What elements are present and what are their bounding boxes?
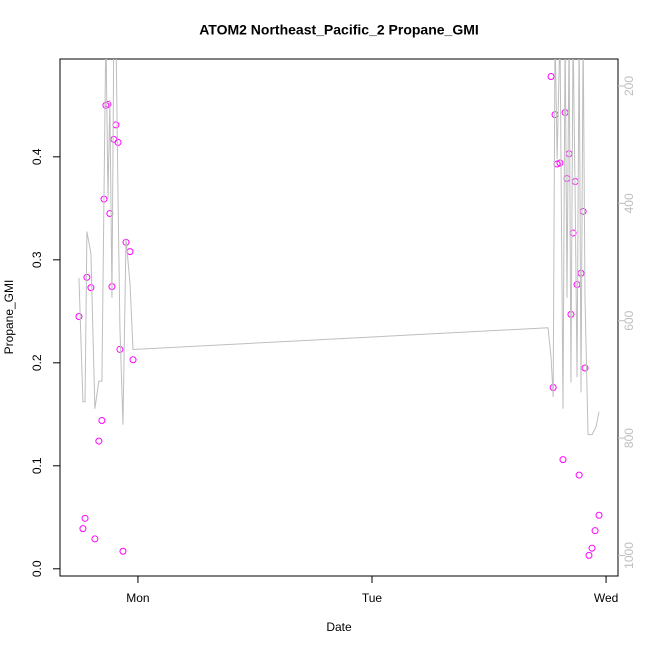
y2-tick-label: 1000: [622, 542, 636, 569]
x-axis-title: Date: [326, 620, 352, 634]
y-tick-label: 0.2: [30, 354, 44, 371]
plot-box: [59, 58, 619, 577]
point: [114, 138, 122, 146]
x-tick-label: Mon: [126, 591, 149, 605]
y-tick-label: 0.0: [30, 560, 44, 577]
point: [575, 471, 583, 479]
y-tick-label: 0.3: [30, 251, 44, 268]
point: [91, 535, 99, 543]
point: [547, 73, 555, 81]
y-tick-label: 0.1: [30, 457, 44, 474]
chart-title: ATOM2 Northeast_Pacific_2 Propane_GMI: [199, 22, 479, 38]
point: [95, 437, 103, 445]
point: [75, 312, 83, 320]
plot-area: [75, 59, 603, 559]
y-axis-title: Propane_GMI: [2, 280, 16, 355]
point: [581, 364, 589, 372]
point: [87, 284, 95, 292]
y2-tick-label: 600: [622, 310, 636, 330]
y-tick-label: 0.4: [30, 148, 44, 165]
point: [79, 525, 87, 533]
point: [585, 551, 593, 559]
point: [559, 456, 567, 464]
y2-tick-label: 800: [622, 428, 636, 448]
point: [588, 544, 596, 552]
y2-tick-label: 400: [622, 193, 636, 213]
x-tick-label: Wed: [594, 591, 618, 605]
point: [81, 514, 89, 522]
point: [116, 345, 124, 353]
line: [78, 59, 600, 436]
y2-tick-label: 200: [622, 76, 636, 96]
point: [595, 511, 603, 519]
point: [119, 547, 127, 555]
point: [591, 527, 599, 535]
point: [129, 356, 137, 364]
x-tick-label: Tue: [362, 591, 383, 605]
point: [556, 159, 564, 167]
point: [98, 416, 106, 424]
